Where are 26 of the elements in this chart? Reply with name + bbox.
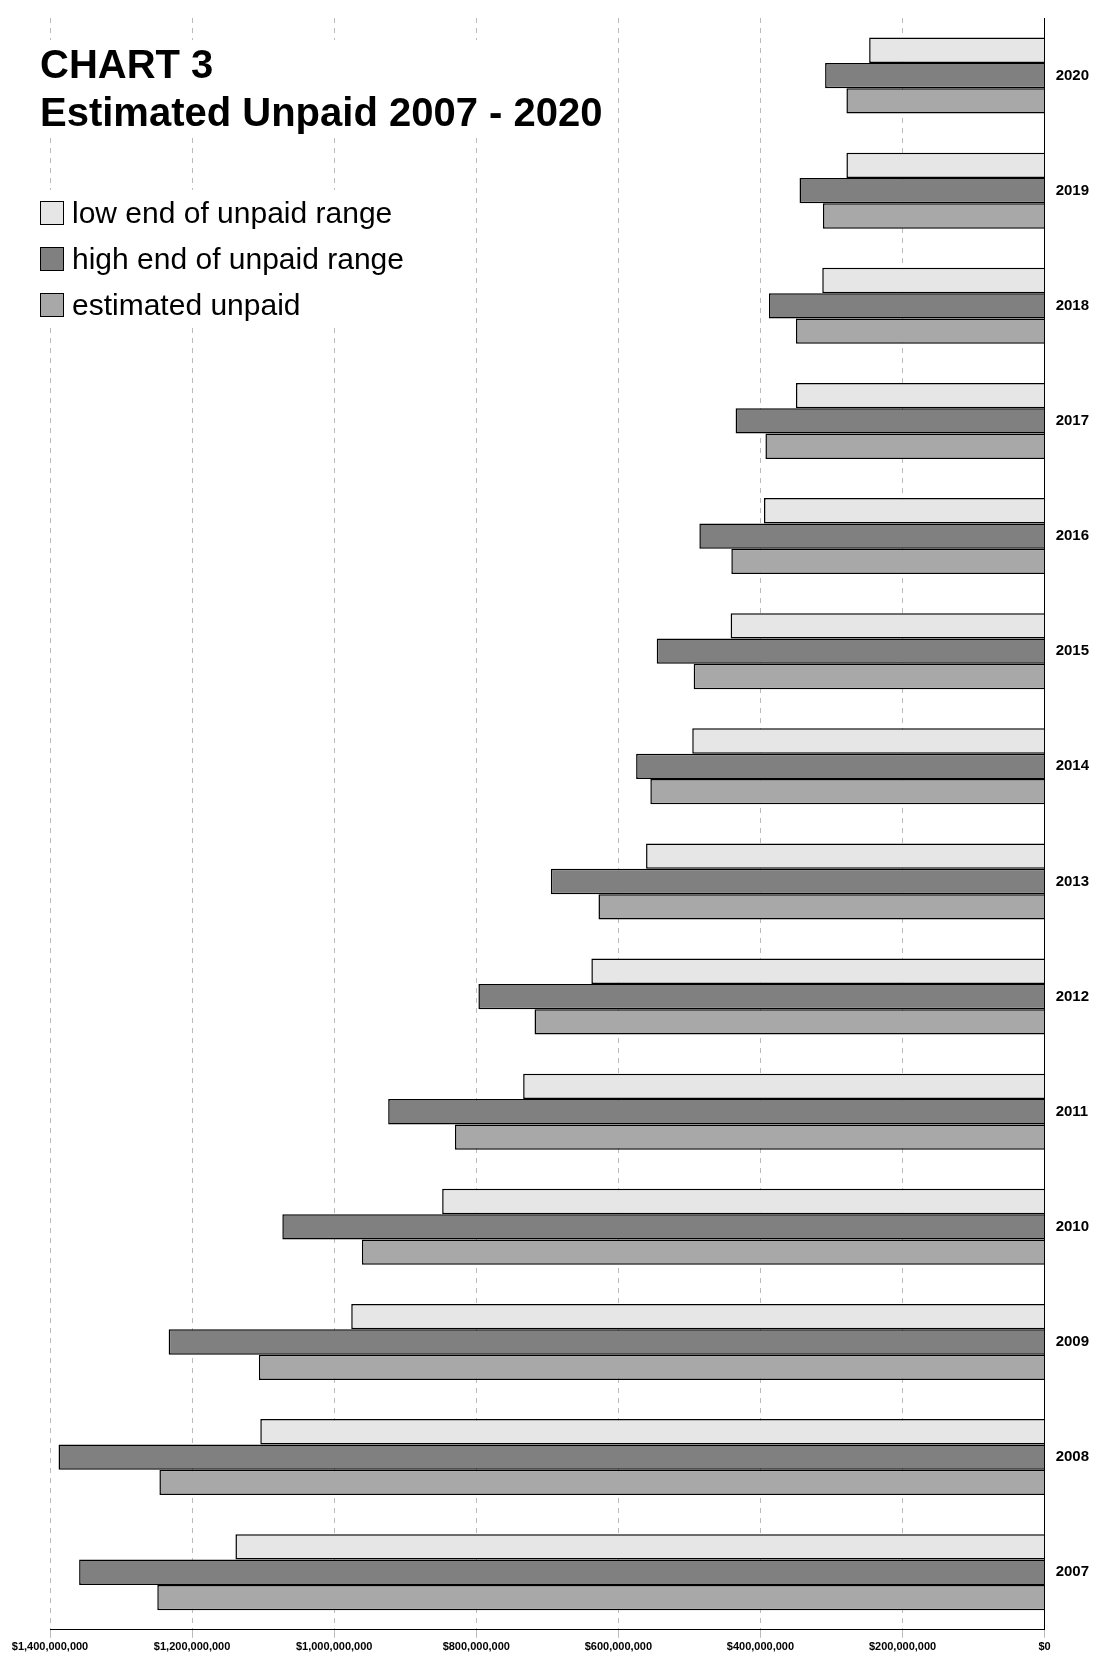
y-tick-label: 2008 xyxy=(1055,1447,1090,1465)
y-tick-label: 2010 xyxy=(1055,1216,1090,1234)
legend-label: low end of unpaid range xyxy=(72,195,393,231)
y-tick-label: 2009 xyxy=(1055,1332,1090,1350)
x-tick-label: $400,000,000 xyxy=(726,1640,795,1653)
x-tick-label: $600,000,000 xyxy=(584,1640,653,1653)
text: CHART 3 Estimated Unpaid 2007 - 2020 xyxy=(40,40,603,136)
y-tick-label: 2007 xyxy=(1055,1562,1090,1580)
y-tick-label: 2020 xyxy=(1055,65,1090,83)
y-tick-label: 2019 xyxy=(1055,180,1090,198)
y-tick-label: 2013 xyxy=(1055,871,1090,889)
y-tick-label: 2015 xyxy=(1055,641,1090,659)
y-tick-label: 2014 xyxy=(1055,756,1090,774)
y-tick-label: 2018 xyxy=(1055,295,1090,313)
x-tick-label: $200,000,000 xyxy=(868,1640,937,1653)
y-tick-label: 2012 xyxy=(1055,986,1090,1004)
x-tick-label: $800,000,000 xyxy=(442,1640,510,1653)
x-tick-label: $0 xyxy=(1038,1640,1051,1653)
x-tick-label: $1,200,000,000 xyxy=(153,1640,231,1653)
x-tick-label: $1,000,000,000 xyxy=(295,1640,373,1653)
x-tick-label: $1,400,000,000 xyxy=(11,1640,89,1653)
y-tick-label: 2017 xyxy=(1055,411,1090,429)
legend-label: estimated unpaid xyxy=(72,287,301,323)
y-tick-label: 2016 xyxy=(1055,526,1090,544)
legend-label: high end of unpaid range xyxy=(72,241,404,277)
y-tick-label: 2011 xyxy=(1055,1101,1089,1119)
